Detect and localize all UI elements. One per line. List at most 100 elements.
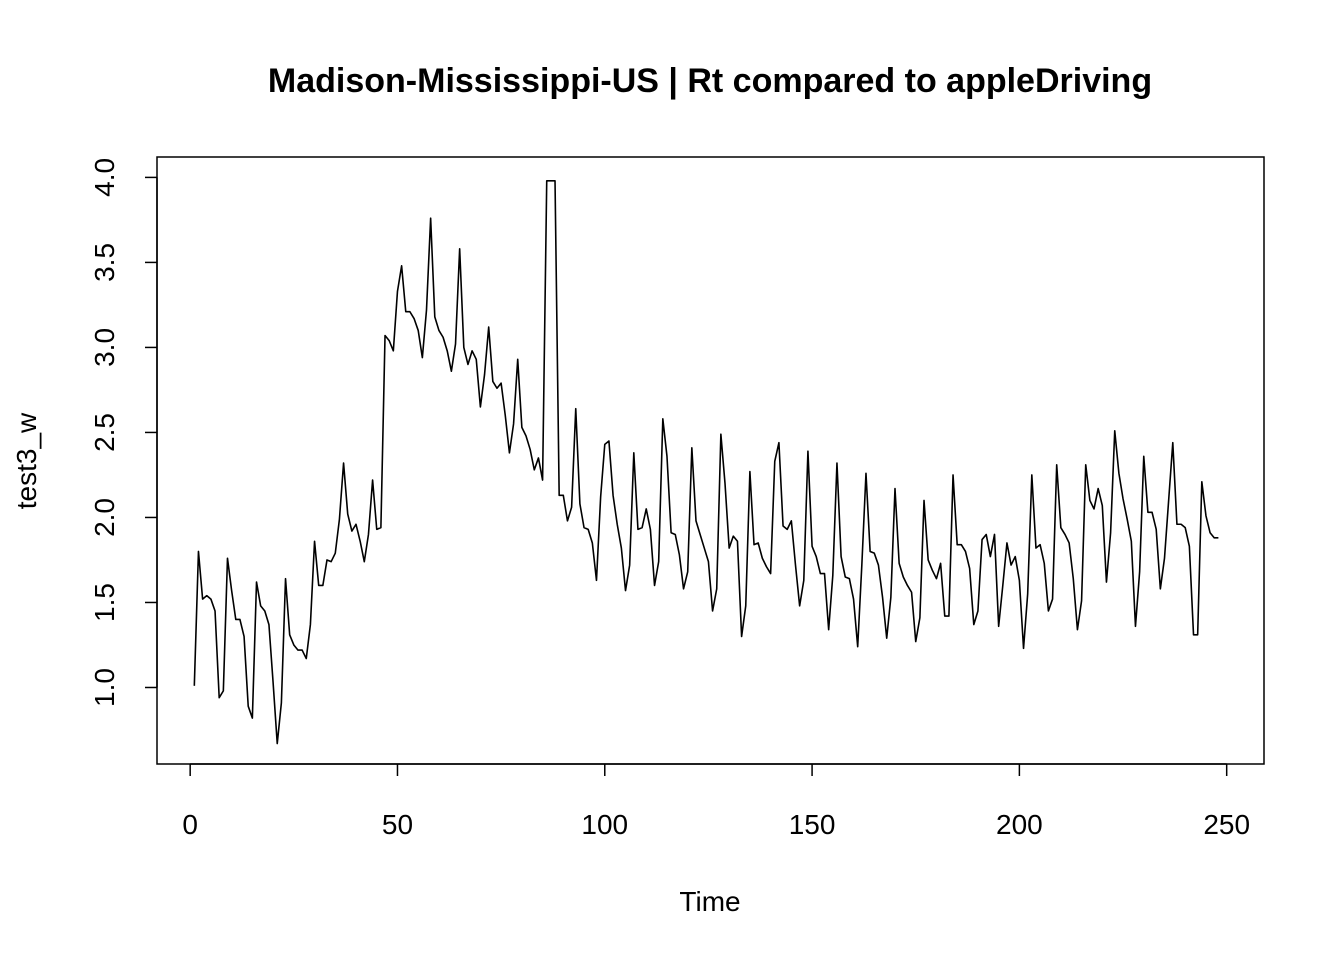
data-point — [911, 591, 913, 593]
data-point — [1180, 523, 1182, 525]
y-tick-label: 3.5 — [89, 243, 120, 282]
data-point — [554, 180, 556, 182]
data-point — [438, 330, 440, 332]
data-point — [397, 291, 399, 293]
data-point — [401, 265, 403, 267]
data-point — [442, 336, 444, 338]
data-point — [446, 350, 448, 352]
data-point — [695, 520, 697, 522]
data-point — [484, 374, 486, 376]
data-point — [932, 569, 934, 571]
data-point — [326, 559, 328, 561]
data-point — [1213, 537, 1215, 539]
data-point — [384, 335, 386, 337]
data-point — [853, 598, 855, 600]
data-point — [844, 576, 846, 578]
data-point — [778, 442, 780, 444]
data-point — [533, 469, 535, 471]
data-point — [492, 381, 494, 383]
data-point — [757, 542, 759, 544]
x-tick-label: 150 — [789, 809, 836, 840]
data-point — [1209, 532, 1211, 534]
data-point — [795, 564, 797, 566]
data-point — [289, 634, 291, 636]
data-point — [1172, 442, 1174, 444]
data-point — [475, 359, 477, 361]
data-point — [961, 544, 963, 546]
data-point — [343, 462, 345, 464]
data-point — [1139, 571, 1141, 573]
data-point — [936, 578, 938, 580]
data-point — [894, 488, 896, 490]
data-point — [882, 597, 884, 599]
data-point — [915, 641, 917, 643]
data-point — [666, 455, 668, 457]
data-point — [355, 523, 357, 525]
data-point — [467, 364, 469, 366]
data-point — [256, 581, 258, 583]
data-point — [865, 472, 867, 474]
data-point — [1164, 557, 1166, 559]
data-point — [1010, 564, 1012, 566]
data-point — [683, 588, 685, 590]
data-point — [202, 598, 204, 600]
data-point — [380, 527, 382, 529]
data-point — [604, 444, 606, 446]
data-point — [637, 529, 639, 531]
data-point — [376, 529, 378, 531]
data-point — [1039, 544, 1041, 546]
data-point — [1160, 588, 1162, 590]
data-point — [977, 610, 979, 612]
data-point — [388, 340, 390, 342]
data-point — [521, 427, 523, 429]
x-axis: 0 50 100 150 200 250 — [182, 763, 1250, 840]
data-point — [1201, 481, 1203, 483]
data-point — [455, 343, 457, 345]
data-point — [1118, 472, 1120, 474]
data-point — [587, 529, 589, 531]
plot-frame — [156, 156, 1265, 765]
data-point — [571, 506, 573, 508]
data-point — [318, 585, 320, 587]
data-point — [849, 578, 851, 580]
data-point — [1151, 512, 1153, 514]
data-point — [654, 585, 656, 587]
data-point — [214, 610, 216, 612]
data-point — [1143, 455, 1145, 457]
data-point — [1002, 585, 1004, 587]
data-point — [1097, 488, 1099, 490]
data-point — [272, 682, 274, 684]
data-point — [1035, 547, 1037, 549]
data-point — [820, 573, 822, 575]
data-point — [616, 523, 618, 525]
data-point — [1147, 512, 1149, 514]
chart-title: Madison-Mississippi-US | Rt compared to … — [268, 62, 1152, 100]
data-point — [500, 382, 502, 384]
data-point — [1089, 500, 1091, 502]
data-point — [223, 690, 225, 692]
data-point — [1056, 464, 1058, 466]
data-point — [815, 556, 817, 558]
data-point — [1126, 518, 1128, 520]
data-point — [231, 590, 233, 592]
data-point — [297, 649, 299, 651]
data-point — [422, 357, 424, 359]
y-tick-label: 1.0 — [89, 668, 120, 707]
data-point — [728, 547, 730, 549]
data-point — [567, 520, 569, 522]
data-point — [1218, 537, 1220, 539]
data-point — [563, 495, 565, 497]
data-point — [235, 619, 237, 621]
data-point — [471, 350, 473, 352]
data-point — [633, 452, 635, 454]
data-point — [832, 574, 834, 576]
data-point — [902, 576, 904, 578]
data-point — [330, 561, 332, 563]
data-point — [670, 532, 672, 534]
data-point — [1048, 610, 1050, 612]
data-point — [364, 561, 366, 563]
y-axis-label: test3_w — [11, 412, 42, 509]
data-point — [691, 447, 693, 449]
data-point — [426, 309, 428, 311]
data-point — [857, 646, 859, 648]
